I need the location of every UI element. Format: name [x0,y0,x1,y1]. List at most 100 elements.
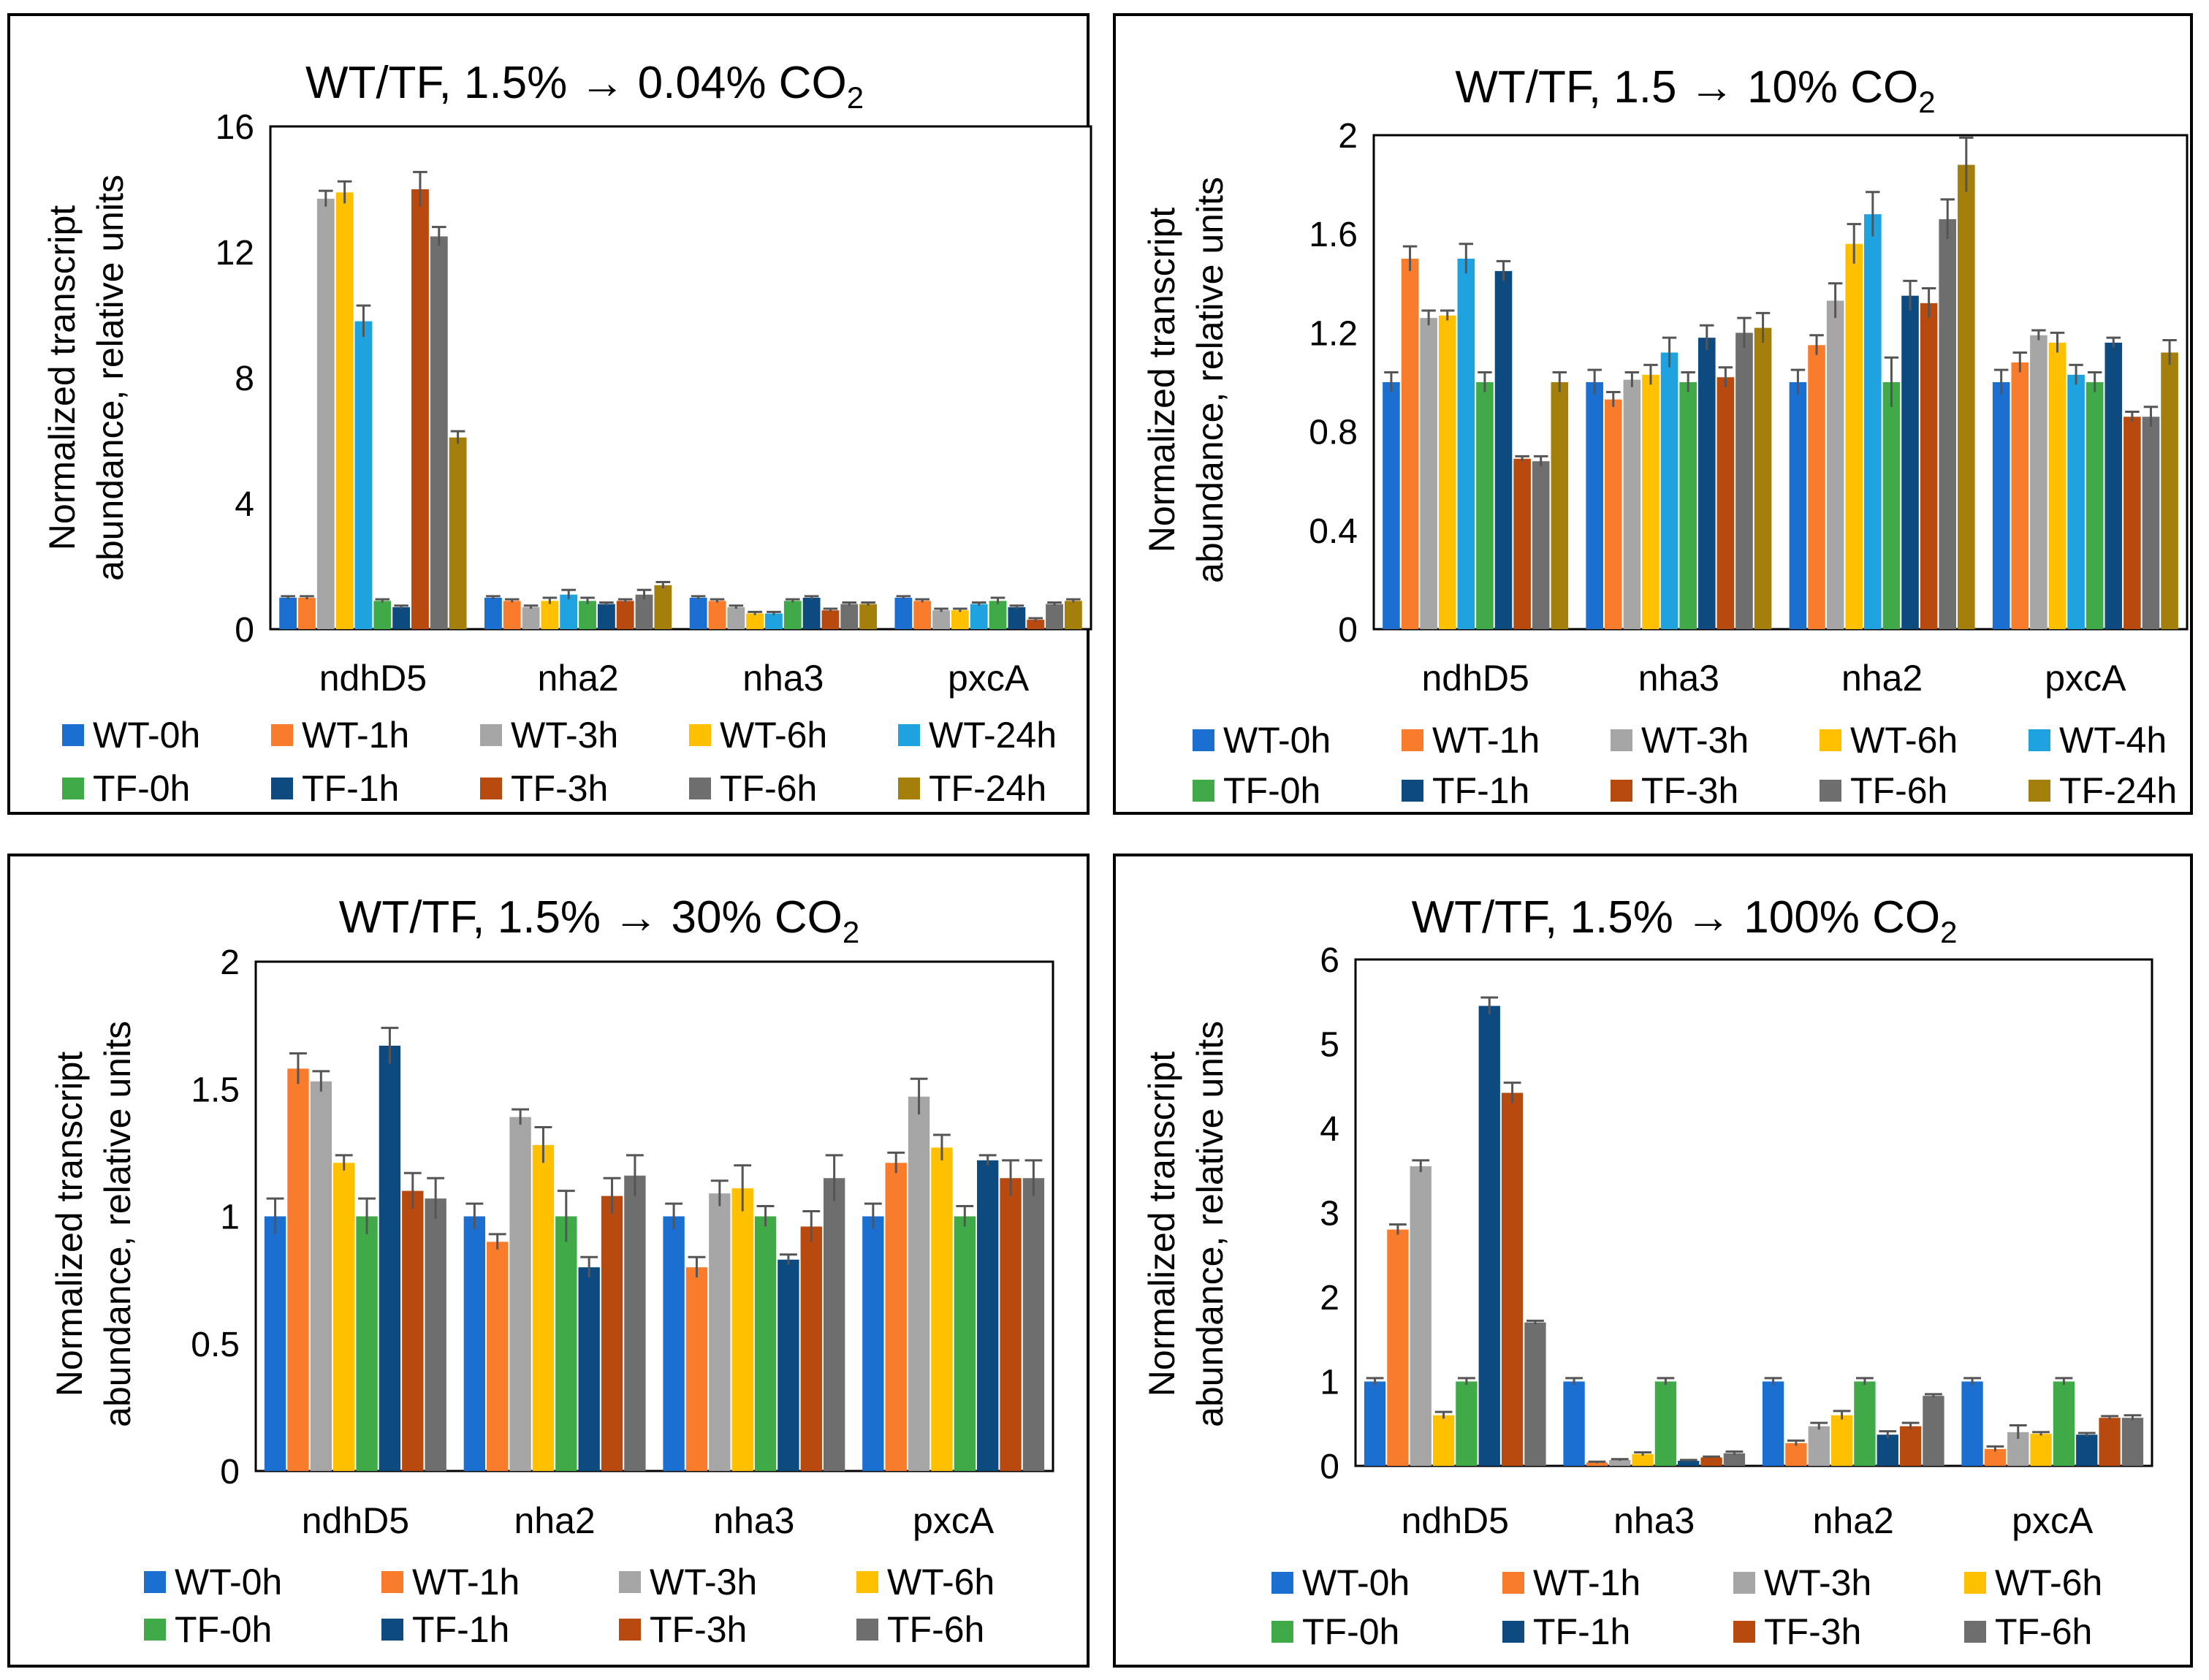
bar-WT-4h-nha2 [1864,214,1882,629]
legend-label: TF-24h [929,768,1046,809]
bar-TF-1h-nha3 [1697,338,1716,629]
chart-title: WT/TF, 1.5% → 100% CO2 [1412,892,1958,949]
bar-WT-6h-nha3 [1632,1453,1654,1466]
y-tick-label: 2 [1338,117,1358,156]
bar-TF-3h-pxcA [2124,417,2141,629]
bar-WT-6h-nha3 [746,613,764,629]
y-axis-label-line1: Normalized transcript [1141,1052,1182,1396]
bar-TF-3h-nha3 [1700,1457,1722,1466]
panel-frame [1113,13,2193,815]
bar-WT-1h-pxcA [913,601,932,629]
bar-WT-6h-nha2 [541,601,559,629]
bar-TF-1h-nha2 [597,604,615,629]
bar-WT-0h-pxcA [1961,1381,1983,1466]
bar-WT-1h-pxcA [1984,1448,2007,1466]
bar-TF-1h-ndhD5 [1478,1006,1500,1466]
legend-swatch-WT-3h [619,1571,641,1593]
bar-WT-6h-ndhD5 [1432,1415,1455,1466]
bar-TF-1h-nha3 [777,1259,799,1471]
bar-WT-6h-pxcA [951,610,969,629]
legend-label: WT-1h [1432,720,1540,761]
bar-WT-1h-nha3 [708,601,726,629]
bar-TF-6h-pxcA [2142,417,2160,629]
bar-TF-3h-nha2 [616,601,634,629]
bar-WT-1h-nha3 [685,1267,708,1471]
bar-TF-0h-nha3 [1679,382,1697,629]
legend-label: WT-3h [1641,720,1749,761]
bar-TF-24h-nha2 [1958,164,1975,629]
legend-swatch-TF-0h [1193,780,1214,802]
y-tick-label: 2 [1320,1279,1339,1318]
bar-WT-0h-pxcA [894,598,913,629]
bar-WT-3h-nha3 [709,1193,731,1471]
legend-swatch-WT-6h [689,724,711,746]
y-tick-label: 3 [1320,1195,1339,1234]
bar-TF-3h-pxcA [1000,1178,1022,1471]
y-axis-label-line2: abundance, relative units [1190,1021,1231,1427]
bar-TF-6h-ndhD5 [430,236,448,629]
panel-frame [7,854,1090,1668]
legend-swatch-WT-0h [62,724,84,746]
bar-TF-6h-nha3 [840,604,859,629]
bar-TF-0h-nha2 [579,601,596,629]
y-axis-label-line2: abundance, relative units [1190,177,1231,583]
chart-panel-4: WT/TF, 1.5% → 100% CO20123456Normalized … [1113,854,2193,1668]
bar-WT-24h-nha2 [560,594,578,629]
legend-label: WT-1h [1533,1562,1640,1603]
bar-WT-1h-nha2 [503,601,521,629]
y-tick-label: 1.6 [1309,216,1358,254]
bar-TF-1h-pxcA [1008,607,1026,629]
legend-label: TF-0h [1223,770,1320,811]
bar-TF-1h-nha2 [1877,1434,1898,1466]
legend: WT-0h WT-1h WT-3h WT-6h WT-24h TF-0h TF-1h TF-3… [62,715,1057,809]
bar-TF-6h-pxcA [1046,604,1063,629]
bar-TF-3h-nha2 [601,1196,623,1471]
bar-WT-3h-ndhD5 [1410,1166,1432,1466]
legend-label: TF-1h [1432,770,1529,811]
bar-TF-0h-ndhD5 [356,1216,378,1471]
bar-WT-4h-ndhD5 [1457,259,1475,629]
y-tick-label: 1.2 [1309,314,1358,353]
bar-TF-3h-nha2 [1920,303,1938,629]
bar-WT-6h-ndhD5 [1438,315,1456,629]
bar-series-group [1364,996,2144,1466]
x-category-label: ndhD5 [1402,1500,1509,1541]
legend-swatch-WT-0h [144,1571,166,1593]
legend-label: TF-1h [1533,1611,1630,1652]
legend-swatch-WT-3h [1733,1572,1755,1594]
bar-WT-3h-pxcA [908,1096,930,1471]
bar-TF-1h-nha2 [578,1267,600,1471]
legend-label: WT-0h [175,1562,282,1603]
legend-swatch-TF-6h [856,1619,878,1641]
x-category-label: nha3 [742,658,824,699]
bar-WT-6h-nha2 [532,1144,555,1471]
bar-series-group [264,1027,1045,1471]
legend-label: TF-1h [412,1609,509,1650]
bar-TF-6h-pxcA [2121,1418,2144,1466]
y-tick-label: 2 [220,943,240,982]
legend-swatch-TF-24h [2029,780,2050,802]
bar-TF-3h-nha2 [1899,1426,1922,1466]
legend-swatch-WT-1h [1502,1572,1524,1594]
bar-TF-6h-ndhD5 [1532,461,1550,629]
legend-label: WT-0h [1223,720,1331,761]
legend-swatch-WT-3h [1611,729,1632,751]
bar-WT-3h-nha2 [1826,300,1844,629]
bar-TF-1h-ndhD5 [379,1046,401,1471]
bar-TF-6h-nha2 [1923,1396,1944,1466]
legend-swatch-TF-3h [1611,780,1632,802]
legend-swatch-WT-0h [1193,729,1214,751]
bar-WT-0h-nha2 [484,598,502,629]
bar-TF-24h-pxcA [1064,601,1082,629]
y-tick-label: 8 [235,360,254,398]
y-axis-label-line1: Normalized transcript [42,205,83,550]
legend-swatch-TF-6h [689,778,711,799]
y-tick-label: 6 [1320,941,1339,980]
bar-TF-3h-ndhD5 [402,1190,424,1471]
chart-title-subscript: 2 [1940,915,1957,949]
bar-TF-0h-ndhD5 [1456,1381,1478,1466]
bar-TF-3h-ndhD5 [1513,458,1531,629]
legend-label: WT-6h [720,715,827,756]
bar-TF-0h-ndhD5 [373,601,392,629]
bar-WT-0h-nha2 [1762,1381,1784,1466]
